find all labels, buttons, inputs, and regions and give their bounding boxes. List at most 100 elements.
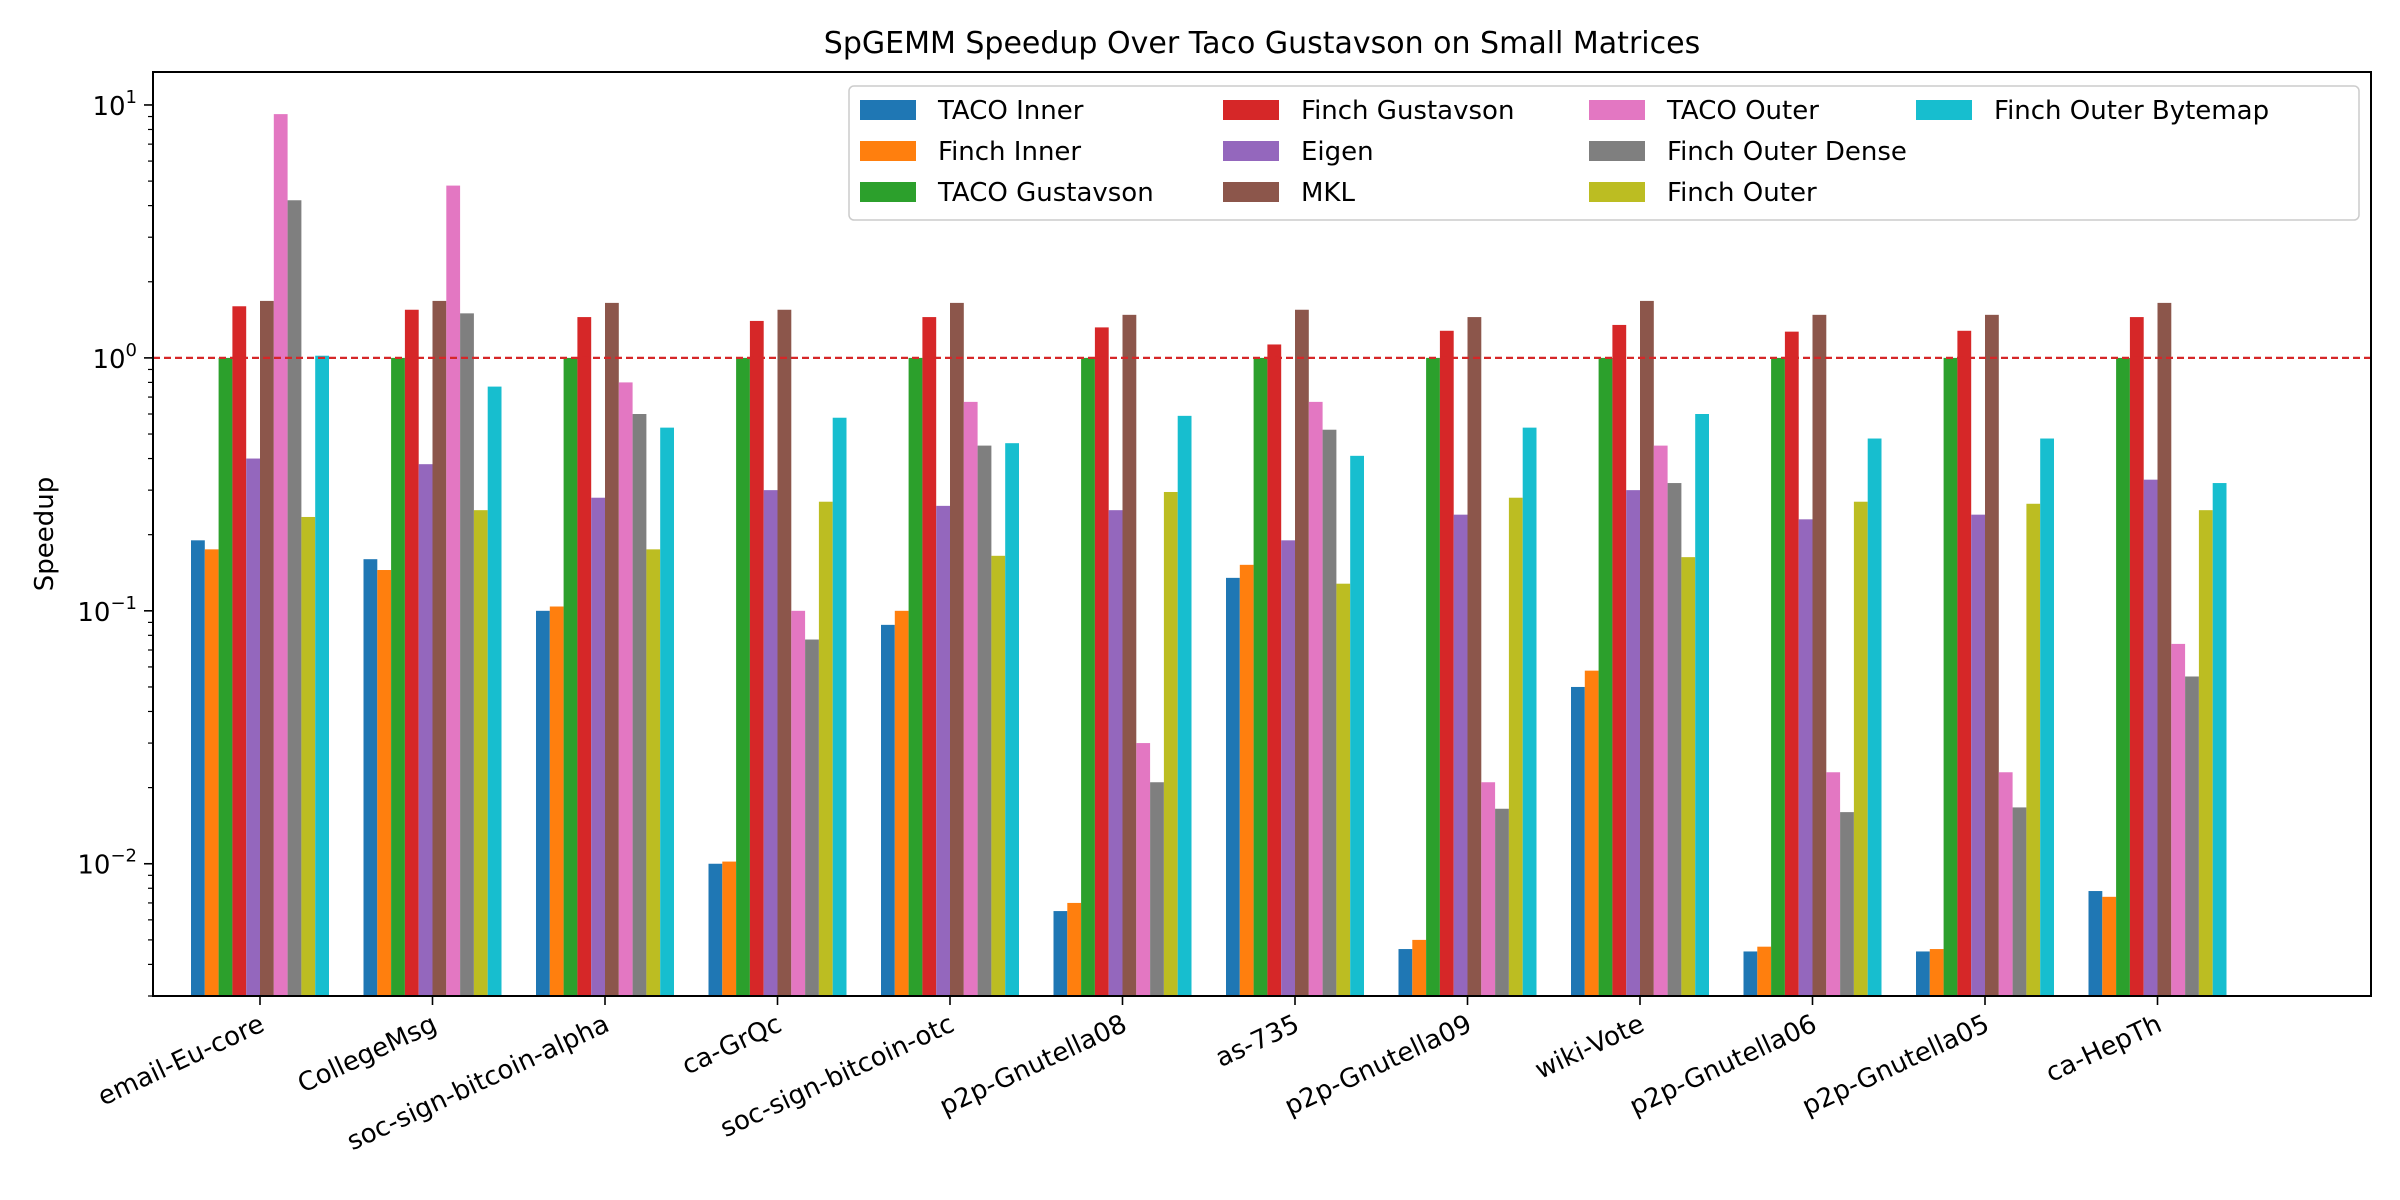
bar: [881, 624, 895, 996]
bar: [1253, 357, 1268, 996]
bar: [487, 386, 502, 997]
bar: [473, 510, 488, 996]
bar: [936, 505, 950, 996]
bar: [1453, 514, 1468, 996]
bar: [1053, 911, 1068, 996]
bar: [1867, 438, 1882, 996]
bar: [591, 497, 605, 996]
bar: [977, 445, 992, 996]
bar: [301, 516, 316, 996]
bar: [1150, 782, 1164, 996]
bar: [2157, 302, 2172, 996]
y-axis-ticks: 10−2 10−1 100 101: [77, 87, 153, 997]
bar: [563, 357, 578, 996]
bar: [1840, 812, 1854, 996]
x-tick-label: ca-GrQc: [678, 1009, 787, 1081]
bar: [805, 639, 819, 996]
bar: [246, 458, 260, 996]
bar: [2171, 643, 2186, 996]
bar: [818, 501, 833, 996]
legend-label: Finch Inner: [938, 137, 1081, 167]
legend-label: Finch Gustavson: [1301, 96, 1514, 126]
bar: [1081, 357, 1095, 996]
bar: [950, 302, 964, 996]
bar: [1122, 314, 1137, 997]
legend-swatch: [860, 100, 916, 120]
y-axis-label: Speedup: [30, 477, 60, 592]
bar: [2116, 357, 2130, 996]
bar: [460, 313, 474, 997]
bar: [2143, 479, 2158, 996]
legend-swatch: [1223, 141, 1279, 161]
bar: [1640, 300, 1654, 996]
legend-swatch: [1589, 100, 1645, 120]
bar: [391, 357, 405, 996]
bar: [722, 861, 737, 996]
bar: [1826, 772, 1841, 996]
bar: [1584, 670, 1599, 996]
bar: [632, 414, 647, 996]
bar: [2026, 503, 2041, 996]
bar: [1163, 491, 1178, 996]
x-tick-label: p2p-Gnutella08: [935, 1009, 1131, 1122]
bar: [1653, 445, 1668, 996]
x-tick-label: p2p-Gnutella06: [1625, 1009, 1821, 1122]
x-axis-ticks: email-Eu-core CollegeMsgsoc-sign-bitcoin-…: [93, 996, 2166, 1157]
bar: [549, 606, 564, 996]
x-tick-label: CollegeMsg: [293, 1009, 441, 1099]
bar: [1695, 414, 1709, 996]
legend-swatch: [1916, 100, 1972, 120]
legend: TACO Inner Finch Inner TACO Gustavson Finch…: [848, 85, 2360, 221]
bar: [1743, 951, 1758, 996]
x-tick-label: as-735: [1211, 1009, 1304, 1074]
bar: [2012, 807, 2027, 996]
bar: [1398, 949, 1413, 996]
bar: [1412, 939, 1427, 996]
y-tick-label: 10−1: [77, 593, 137, 628]
bar: [1522, 427, 1537, 996]
bar: [1439, 330, 1454, 996]
bar: [1094, 327, 1109, 996]
bar: [749, 320, 764, 996]
bar: [1136, 743, 1151, 996]
bar: [377, 570, 392, 996]
bar: [2198, 510, 2213, 996]
bar: [2185, 676, 2199, 996]
bar: [763, 490, 778, 996]
chart-title: SpGEMM Speedup Over Taco Gustavson on Sm…: [824, 26, 1700, 61]
bar: [404, 309, 419, 996]
bar: [1943, 357, 1958, 996]
x-tick-label: ca-HepTh: [2041, 1009, 2166, 1089]
bar: [646, 549, 661, 996]
bar: [191, 540, 205, 996]
bar: [1495, 808, 1509, 996]
bar: [894, 610, 909, 996]
bar: [1998, 772, 2013, 996]
bar: [736, 357, 750, 996]
bar: [1929, 949, 1944, 996]
bar: [2040, 438, 2054, 996]
legend-label: Finch Outer Bytemap: [1994, 96, 2269, 126]
bar: [1508, 497, 1523, 996]
legend-label: MKL: [1301, 178, 1355, 208]
bar: [1812, 314, 1827, 997]
bar: [1784, 331, 1799, 996]
bar: [922, 317, 937, 997]
bar: [660, 427, 674, 996]
bar: [418, 464, 433, 996]
bar: [1612, 324, 1627, 996]
legend-label: TACO Outer: [1666, 96, 1819, 126]
bar: [1798, 519, 1813, 996]
bar: [1626, 490, 1640, 996]
bar: [708, 863, 723, 996]
y-tick-label: 10−2: [77, 846, 137, 881]
x-tick-label: wiki-Vote: [1531, 1009, 1649, 1085]
legend-label: Finch Outer: [1667, 178, 1817, 208]
bar: [315, 355, 329, 997]
legend-label: TACO Gustavson: [937, 178, 1154, 208]
bar: [1005, 443, 1019, 996]
bar: [1226, 577, 1240, 996]
y-tick-label: 101: [92, 87, 137, 122]
bar: [1350, 455, 1364, 997]
bar: [1681, 557, 1696, 996]
